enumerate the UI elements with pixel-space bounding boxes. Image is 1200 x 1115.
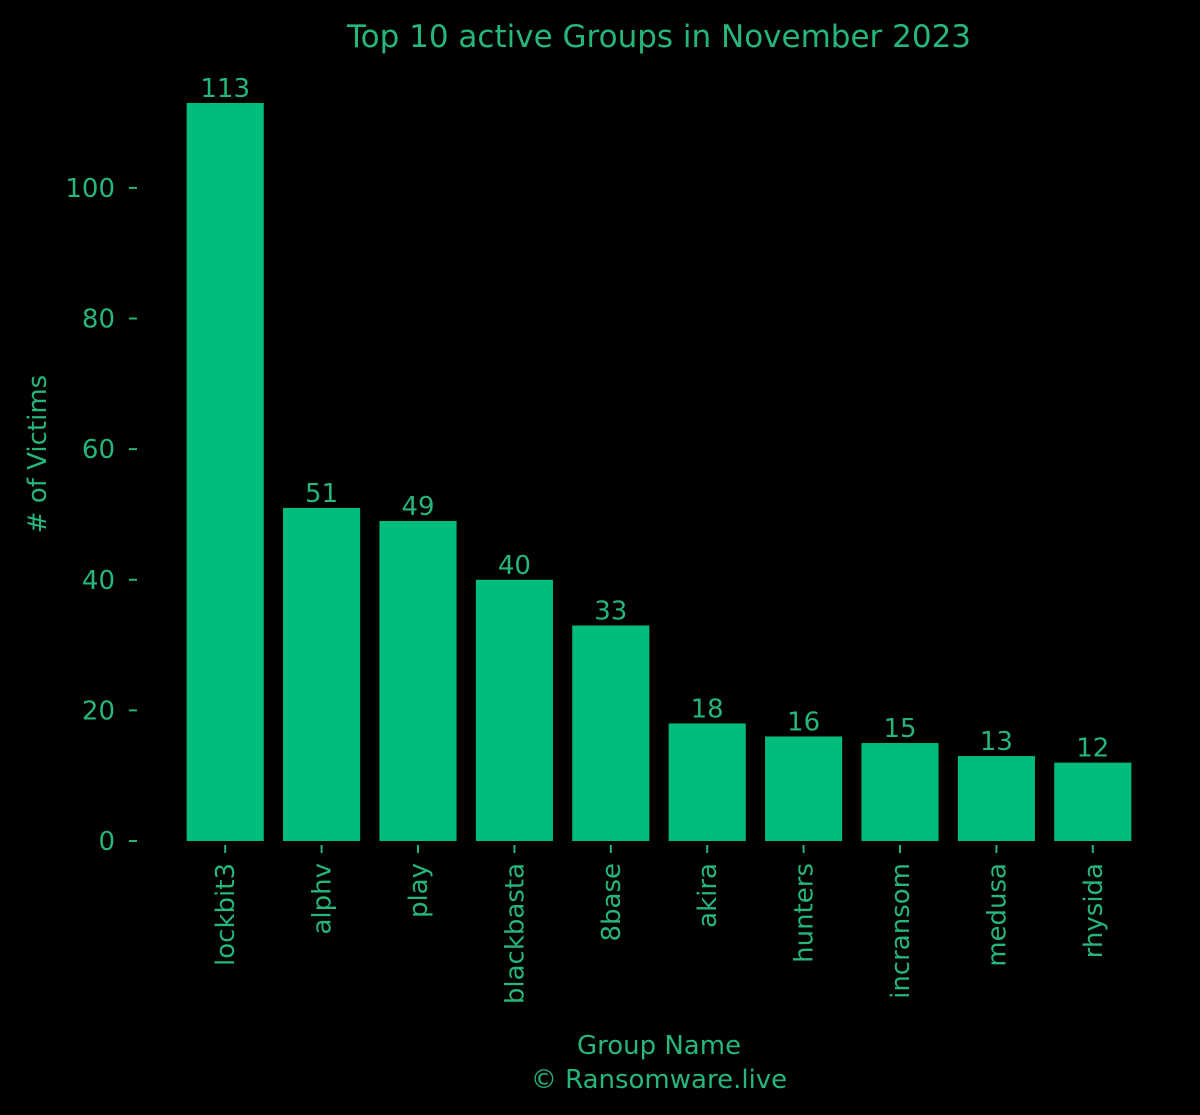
x-tick-label-akira: akira xyxy=(693,863,723,928)
x-axis-ticks: lockbit3 alphv play blackbasta 8base akira hun… xyxy=(211,845,1109,1004)
y-tick-label: 20 xyxy=(82,696,115,726)
x-tick-label-lockbit3: lockbit3 xyxy=(211,863,241,966)
bar-akira xyxy=(668,723,746,841)
value-label-alphv: 51 xyxy=(305,479,338,509)
x-tick-label-play: play xyxy=(404,863,434,918)
credit-text: © Ransomware.live xyxy=(531,1065,787,1095)
y-tick-label: 80 xyxy=(82,305,115,335)
value-label-akira: 18 xyxy=(691,694,724,724)
x-tick-label-rhysida: rhysida xyxy=(1079,863,1109,958)
y-axis-label: # of Victims xyxy=(23,375,53,533)
y-tick-label: 60 xyxy=(82,435,115,465)
value-label-hunters: 16 xyxy=(787,708,820,738)
x-axis-label: Group Name xyxy=(577,1031,741,1061)
value-label-8base: 33 xyxy=(594,596,627,626)
value-label-lockbit3: 113 xyxy=(200,74,250,104)
bars xyxy=(186,103,1132,841)
value-label-play: 49 xyxy=(401,492,434,522)
chart-title: Top 10 active Groups in November 2023 xyxy=(346,19,971,55)
x-tick-label-medusa: medusa xyxy=(982,863,1012,967)
value-label-medusa: 13 xyxy=(980,727,1013,757)
bar-8base xyxy=(572,625,650,841)
bar-rhysida xyxy=(1054,762,1132,841)
bar-medusa xyxy=(957,756,1035,841)
y-axis-ticks: 0 20 40 60 80 100 xyxy=(65,174,137,857)
x-tick-label-blackbasta: blackbasta xyxy=(500,863,530,1004)
bar-alphv xyxy=(283,507,361,841)
value-label-incransom: 15 xyxy=(883,714,916,744)
bar-lockbit3 xyxy=(186,103,264,841)
value-label-blackbasta: 40 xyxy=(498,551,531,581)
value-labels: 113 51 49 40 33 18 16 15 13 12 xyxy=(200,74,1109,764)
bar-incransom xyxy=(861,743,939,841)
x-tick-label-hunters: hunters xyxy=(790,863,820,963)
bar-blackbasta xyxy=(475,579,553,841)
y-tick-label: 100 xyxy=(65,174,115,204)
x-tick-label-incransom: incransom xyxy=(886,863,916,999)
x-tick-label-alphv: alphv xyxy=(308,863,338,935)
y-tick-label: 40 xyxy=(82,566,115,596)
bar-play xyxy=(379,520,457,841)
value-label-rhysida: 12 xyxy=(1076,734,1109,764)
y-tick-label: 0 xyxy=(98,827,115,857)
x-tick-label-8base: 8base xyxy=(597,863,627,942)
bar-hunters xyxy=(765,736,843,841)
